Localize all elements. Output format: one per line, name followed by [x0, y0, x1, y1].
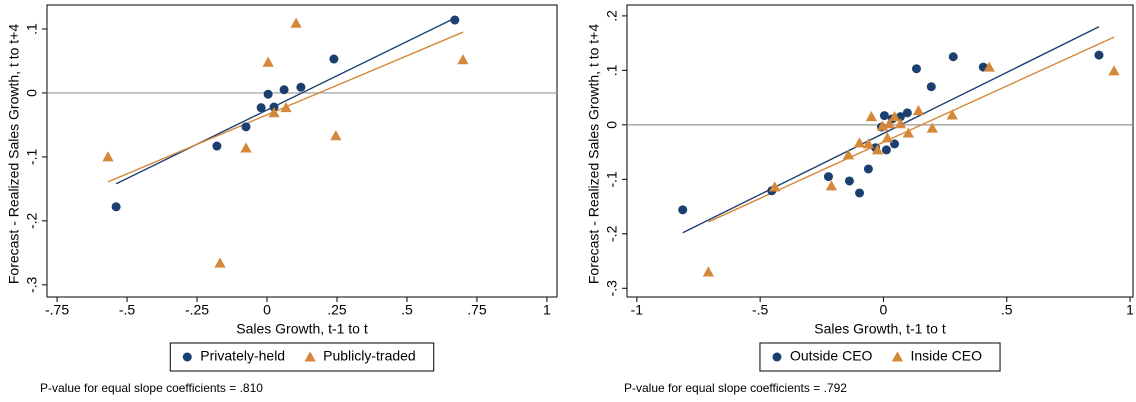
marker: [450, 15, 460, 25]
marker: [329, 54, 339, 64]
marker: [102, 151, 114, 162]
y-tick-label: -.1: [604, 171, 620, 188]
marker: [883, 118, 895, 129]
marker: [1094, 50, 1104, 60]
x-tick-label: -.5: [752, 302, 769, 318]
marker: [702, 266, 714, 277]
marker: [842, 149, 855, 160]
x-tick-label: -.75: [45, 302, 69, 318]
plot-frame: [626, 4, 1134, 298]
plot-frame: [46, 4, 558, 298]
marker: [879, 111, 889, 121]
marker: [256, 103, 266, 113]
marker: [946, 109, 958, 120]
marker: [280, 102, 292, 113]
marker: [290, 17, 302, 28]
marker: [983, 61, 995, 72]
marker: [279, 85, 289, 95]
fit-line: [115, 17, 456, 185]
marker: [457, 54, 469, 65]
marker: [894, 118, 907, 129]
marker: [678, 205, 688, 215]
marker: [902, 127, 914, 138]
y-tick-label: -.1: [24, 149, 40, 166]
x-tick-label: .75: [467, 302, 487, 318]
x-tick-label: .25: [327, 302, 347, 318]
marker: [853, 137, 866, 148]
marker: [269, 102, 279, 112]
marker: [948, 52, 958, 62]
x-axis-label: Sales Growth, t-1 to t: [814, 321, 946, 337]
legend-label: Inside CEO: [910, 348, 982, 364]
marker: [182, 352, 192, 362]
note: P-value for equal slope coefficients = .…: [624, 381, 847, 395]
x-axis-label: Sales Growth, t-1 to t: [236, 321, 368, 337]
y-tick-label: -.3: [604, 280, 620, 297]
legend-label: Publicly-traded: [323, 348, 416, 364]
x-tick-label: .5: [401, 302, 413, 318]
y-axis-label: Forecast - Realized Sales Growth, t to t…: [586, 24, 602, 284]
marker: [330, 130, 342, 141]
fit-line: [682, 26, 1100, 234]
marker: [268, 107, 280, 118]
marker: [1108, 65, 1120, 76]
marker: [881, 145, 891, 155]
marker: [871, 144, 884, 155]
x-tick-label: 1: [1126, 302, 1134, 318]
marker: [865, 111, 877, 122]
marker: [823, 172, 833, 182]
marker: [240, 142, 252, 153]
marker: [881, 132, 894, 143]
marker: [855, 188, 865, 198]
panel: -.75 -.5 -.25 0 .25 .5 .75 1 -.3 -.2 -.1 0 .1 Sales G…: [6, 4, 558, 395]
y-tick-label: -.2: [604, 225, 620, 242]
marker: [912, 105, 925, 116]
marker: [862, 138, 875, 149]
y-tick-label: 0: [604, 121, 620, 129]
x-tick-label: -.5: [119, 302, 136, 318]
marker: [214, 257, 226, 268]
marker: [304, 351, 316, 362]
x-tick-label: 0: [880, 302, 888, 318]
y-axis-label: Forecast - Realized Sales Growth, t to t…: [6, 24, 22, 284]
y-tick-label: .1: [604, 64, 620, 76]
marker: [863, 164, 873, 174]
panel: -1 -.5 0 .5 1 -.3 -.2 -.1 0 .1 .2 Sales Growth, t-1…: [586, 4, 1134, 395]
y-tick-label: .2: [604, 10, 620, 22]
legend-label: Outside CEO: [790, 348, 873, 364]
marker: [111, 202, 121, 212]
legend: Outside CEO Inside CEO: [759, 342, 1001, 372]
marker: [926, 82, 936, 92]
legend: Privately-held Publicly-traded: [169, 342, 435, 372]
marker: [212, 141, 222, 151]
marker: [891, 351, 904, 362]
y-tick-label: .1: [24, 23, 40, 35]
marker: [262, 56, 274, 67]
y-tick-label: -.3: [24, 276, 40, 293]
x-tick-label: -1: [631, 302, 644, 318]
legend-box: [169, 342, 435, 372]
legend-box: [759, 342, 1001, 372]
legend-label: Privately-held: [200, 348, 285, 364]
marker: [772, 352, 782, 362]
x-tick-label: -.25: [185, 302, 209, 318]
y-tick-label: -.2: [24, 213, 40, 230]
marker: [902, 108, 912, 118]
marker: [825, 180, 838, 191]
x-tick-label: 1: [543, 302, 551, 318]
marker: [911, 64, 921, 74]
marker: [296, 82, 306, 92]
marker: [241, 122, 251, 132]
x-tick-label: 0: [263, 302, 271, 318]
marker: [769, 181, 781, 192]
note: P-value for equal slope coefficients = .…: [40, 381, 263, 395]
marker: [888, 111, 901, 122]
marker: [926, 122, 938, 133]
marker: [844, 176, 854, 186]
x-tick-label: .5: [1001, 302, 1013, 318]
y-tick-label: 0: [24, 89, 40, 97]
marker: [263, 89, 273, 99]
